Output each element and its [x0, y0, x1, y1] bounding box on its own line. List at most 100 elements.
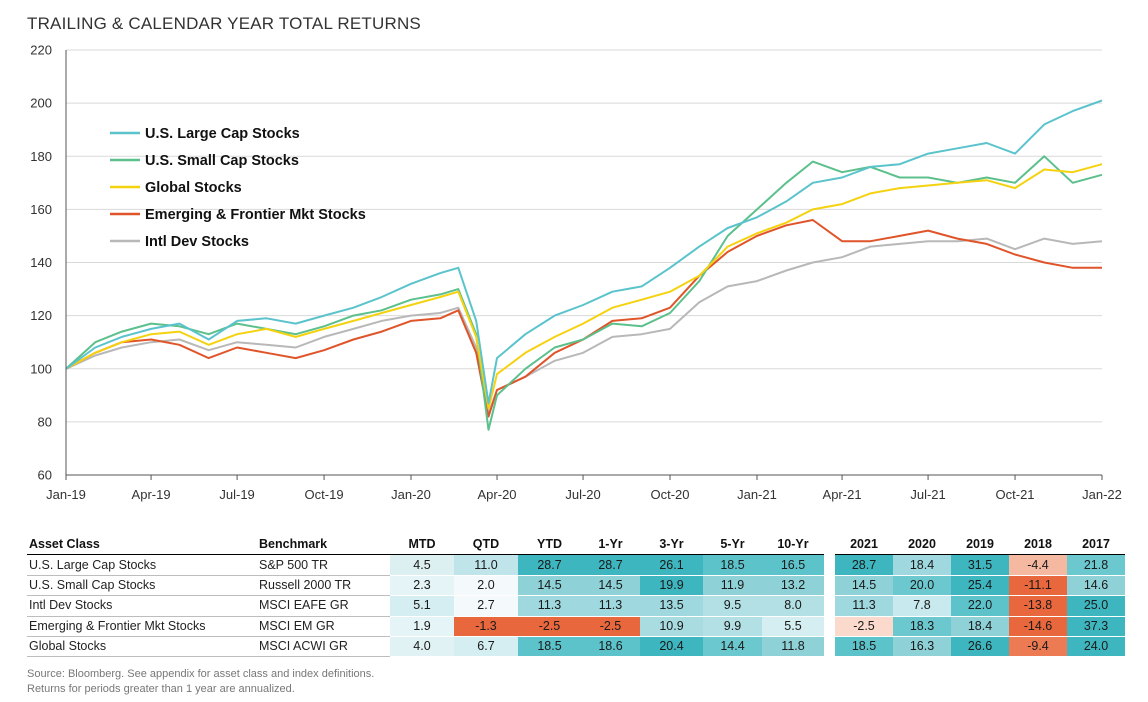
column-header: 1-Yr	[581, 535, 640, 556]
return-cell: 20.0	[893, 575, 951, 597]
return-cell: 28.7	[518, 554, 581, 576]
return-cell: -13.8	[1009, 595, 1067, 617]
legend-label: Global Stocks	[145, 180, 242, 196]
return-cell: 31.5	[951, 554, 1009, 576]
x-tick-label: Oct-21	[996, 487, 1035, 502]
return-cell: -2.5	[518, 616, 581, 637]
return-cell: -1.3	[454, 616, 518, 637]
x-tick-label: Jan-20	[391, 487, 431, 502]
return-cell: 13.2	[762, 575, 824, 597]
y-tick-label: 180	[30, 149, 52, 164]
series-line-global-stocks	[65, 163, 1103, 410]
x-tick-label: Jan-22	[1082, 487, 1122, 502]
benchmark-cell: Russell 2000 TR	[257, 575, 390, 597]
column-header: 2021	[835, 535, 893, 556]
return-cell: -11.1	[1009, 575, 1067, 597]
column-header: 2017	[1067, 535, 1125, 556]
column-gap	[824, 616, 835, 636]
footnotes: Source: Bloomberg. See appendix for asse…	[27, 667, 374, 697]
return-cell: 9.5	[703, 595, 762, 617]
return-cell: 1.9	[390, 616, 454, 637]
table-row: Global Stocks MSCI ACWI GR 4.0 6.7 18.5 18.6 2…	[27, 636, 1125, 658]
column-gap	[824, 636, 835, 656]
y-tick-label: 80	[38, 414, 52, 429]
x-tick-label: Jan-19	[46, 487, 86, 502]
return-cell: 18.4	[893, 554, 951, 576]
returns-table: Asset Class Benchmark MTD QTD YTD 1-Yr 3-Yr 5-Y…	[27, 535, 1125, 658]
x-tick-label: Apr-19	[132, 487, 171, 502]
return-cell: 37.3	[1067, 616, 1125, 637]
column-header: 3-Yr	[640, 535, 703, 556]
return-cell: 13.5	[640, 595, 703, 617]
table-header-row: Asset Class Benchmark MTD QTD YTD 1-Yr 3-Yr 5-Y…	[27, 535, 1125, 556]
return-cell: 2.7	[454, 595, 518, 617]
return-cell: 11.0	[454, 554, 518, 576]
benchmark-cell: S&P 500 TR	[257, 554, 390, 576]
return-cell: 14.5	[835, 575, 893, 597]
x-tick-label: Apr-21	[823, 487, 862, 502]
column-header: Benchmark	[257, 535, 390, 556]
return-cell: 10.9	[640, 616, 703, 637]
series-line-u-s-small-cap-stocks	[65, 155, 1103, 431]
footnote-source: Source: Bloomberg. See appendix for asse…	[27, 668, 375, 680]
return-cell: 21.8	[1067, 554, 1125, 576]
x-tick-label: Jul-20	[565, 487, 600, 502]
asset-class-cell: U.S. Small Cap Stocks	[27, 575, 257, 597]
line-chart: 60 80 100 120 140 160 180 200 220 Jan-19 Apr-19 Jul…	[30, 43, 1122, 503]
table-row: U.S. Small Cap Stocks Russell 2000 TR 2.3 2…	[27, 575, 1125, 597]
return-cell: 4.5	[390, 554, 454, 576]
y-tick-label: 120	[30, 308, 52, 323]
y-tick-label: 220	[30, 43, 52, 58]
asset-class-cell: Global Stocks	[27, 636, 257, 658]
return-cell: 25.0	[1067, 595, 1125, 617]
return-cell: -2.5	[835, 616, 893, 637]
column-header: 5-Yr	[703, 535, 762, 556]
x-tick-label: Apr-20	[478, 487, 517, 502]
return-cell: 28.7	[581, 554, 640, 576]
column-gap	[824, 555, 835, 575]
benchmark-cell: MSCI EAFE GR	[257, 595, 390, 617]
legend-label: Emerging & Frontier Mkt Stocks	[145, 207, 366, 223]
legend: U.S. Large Cap Stocks U.S. Small Cap Stoc…	[110, 126, 366, 250]
return-cell: -9.4	[1009, 636, 1067, 658]
return-cell: 22.0	[951, 595, 1009, 617]
benchmark-cell: MSCI ACWI GR	[257, 636, 390, 658]
table-row: U.S. Large Cap Stocks S&P 500 TR 4.5 11.0 28…	[27, 554, 1125, 576]
table-row: Intl Dev Stocks MSCI EAFE GR 5.1 2.7 11.3 11.…	[27, 595, 1125, 617]
return-cell: 25.4	[951, 575, 1009, 597]
column-gap	[824, 596, 835, 616]
column-header: MTD	[390, 535, 454, 556]
return-cell: -4.4	[1009, 554, 1067, 576]
return-cell: 20.4	[640, 636, 703, 658]
column-header: Asset Class	[27, 535, 257, 556]
return-cell: -2.5	[581, 616, 640, 637]
return-cell: 11.3	[581, 595, 640, 617]
return-cell: 5.5	[762, 616, 824, 637]
legend-label: U.S. Large Cap Stocks	[145, 126, 300, 142]
return-cell: 6.7	[454, 636, 518, 658]
column-header: YTD	[518, 535, 581, 556]
column-gap	[824, 575, 835, 595]
return-cell: 2.3	[390, 575, 454, 597]
return-cell: 18.4	[951, 616, 1009, 637]
series-line-u-s-large-cap-stocks	[65, 99, 1103, 405]
x-tick-label: Jul-19	[219, 487, 254, 502]
asset-class-cell: Emerging & Frontier Mkt Stocks	[27, 616, 257, 637]
x-tick-label: Jan-21	[737, 487, 777, 502]
column-header: QTD	[454, 535, 518, 556]
return-cell: 11.9	[703, 575, 762, 597]
return-cell: 4.0	[390, 636, 454, 658]
y-tick-label: 140	[30, 255, 52, 270]
footnote-annualized: Returns for periods greater than 1 year …	[27, 683, 295, 695]
column-gap	[824, 535, 835, 555]
benchmark-cell: MSCI EM GR	[257, 616, 390, 637]
return-cell: 26.1	[640, 554, 703, 576]
x-tick-label: Jul-21	[910, 487, 945, 502]
series-lines	[65, 99, 1103, 431]
return-cell: 28.7	[835, 554, 893, 576]
return-cell: 18.6	[581, 636, 640, 658]
return-cell: 7.8	[893, 595, 951, 617]
y-tick-label: 160	[30, 202, 52, 217]
x-tick-label: Oct-20	[651, 487, 690, 502]
y-tick-label: 200	[30, 96, 52, 111]
